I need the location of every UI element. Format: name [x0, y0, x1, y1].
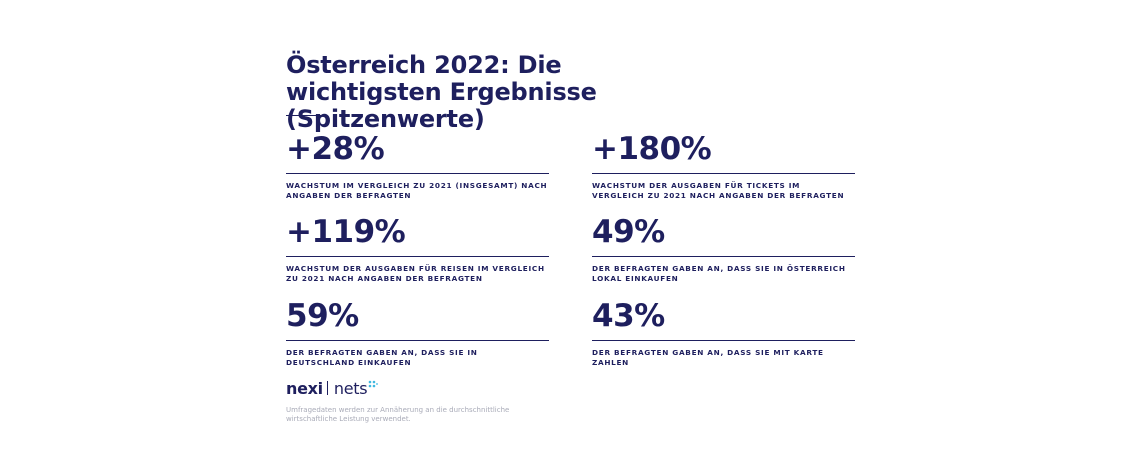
stat-value: 43% — [592, 298, 665, 334]
stat-value: 59% — [286, 298, 359, 334]
nets-dots-icon — [368, 380, 379, 388]
stat-divider — [592, 256, 855, 257]
stat-divider — [592, 340, 855, 341]
stat-description: der Befragten gaben an, dass sie in Deut… — [286, 348, 478, 367]
nexi-wordmark: nexi — [286, 378, 323, 398]
nexi-nets-logo: nexi nets — [286, 378, 379, 398]
stat-description: der Befragten gaben an, dass sie in Öste… — [592, 264, 846, 283]
stat-divider — [286, 256, 549, 257]
footnote: Umfragedaten werden zur Annäherung an di… — [286, 406, 510, 423]
stat-value: 49% — [592, 214, 665, 250]
stat-divider — [592, 173, 855, 174]
stat-divider — [286, 173, 549, 174]
stat-description: der Befragten gaben an, dass sie mit Kar… — [592, 348, 824, 367]
stat-description: Wachstum der Ausgaben für Tickets im Ver… — [592, 181, 845, 200]
logo-separator — [326, 381, 328, 395]
stat-value: +28% — [286, 131, 385, 167]
title-divider — [286, 115, 322, 116]
page-title: Österreich 2022: Die wichtigsten Ergebni… — [286, 51, 597, 133]
stat-description: Wachstum im Vergleich zu 2021 (insgesamt… — [286, 181, 548, 200]
stat-divider — [286, 340, 549, 341]
stat-description: Wachstum der Ausgaben für Reisen im Verg… — [286, 264, 545, 283]
stat-value: +180% — [592, 131, 712, 167]
nets-wordmark: nets — [333, 378, 368, 398]
stat-value: +119% — [286, 214, 406, 250]
